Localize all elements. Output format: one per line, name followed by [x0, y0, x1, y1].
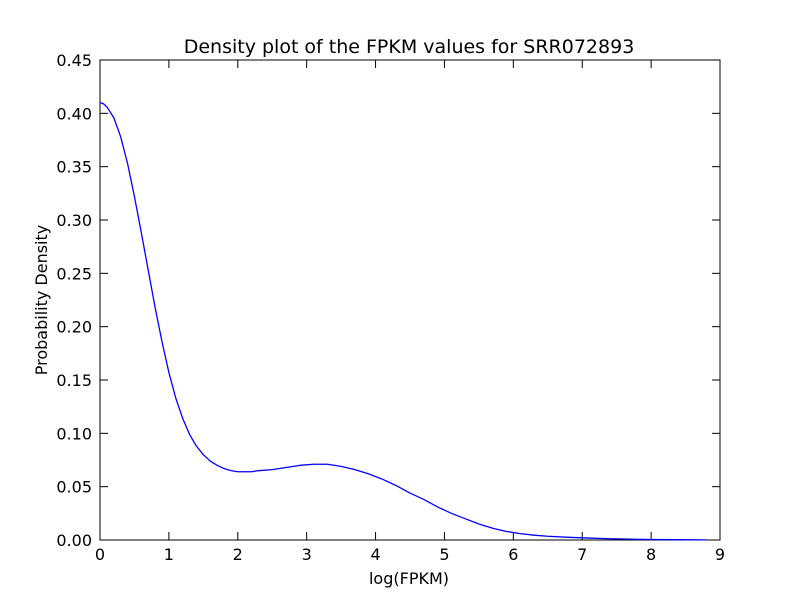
density-line — [99, 102, 707, 541]
y-tick-label: 0.30 — [56, 211, 92, 230]
y-tick-label: 0.40 — [56, 104, 92, 123]
x-axis-ticks: 0 1 2 3 4 5 6 7 8 9 — [95, 60, 725, 564]
y-axis-ticks: 0.00 0.05 0.10 0.15 0.20 0.25 0.30 0.35 0.40 0.45 — [56, 51, 720, 550]
x-tick-label: 8 — [646, 545, 656, 564]
x-tick-label: 5 — [439, 545, 449, 564]
y-axis-label: Probability Density — [32, 225, 51, 376]
plot-frame — [99, 59, 721, 541]
x-axis-label: log(FPKM) — [369, 569, 449, 588]
chart-title: Density plot of the FPKM values for SRR0… — [184, 36, 635, 58]
x-tick-label: 4 — [370, 545, 380, 564]
y-tick-label: 0.05 — [56, 478, 92, 497]
y-tick-label: 0.15 — [56, 371, 92, 390]
y-tick-label: 0.45 — [56, 51, 92, 70]
x-tick-label: 3 — [302, 545, 312, 564]
series-layer — [99, 102, 707, 541]
y-tick-label: 0.20 — [56, 318, 92, 337]
x-tick-label: 1 — [164, 545, 174, 564]
y-tick-label: 0.00 — [56, 531, 92, 550]
x-tick-label: 7 — [577, 545, 587, 564]
x-tick-label: 9 — [715, 545, 725, 564]
y-tick-label: 0.35 — [56, 158, 92, 177]
x-tick-label: 6 — [508, 545, 518, 564]
y-tick-label: 0.10 — [56, 424, 92, 443]
x-tick-label: 2 — [233, 545, 243, 564]
y-tick-label: 0.25 — [56, 264, 92, 283]
x-tick-label: 0 — [95, 545, 105, 564]
